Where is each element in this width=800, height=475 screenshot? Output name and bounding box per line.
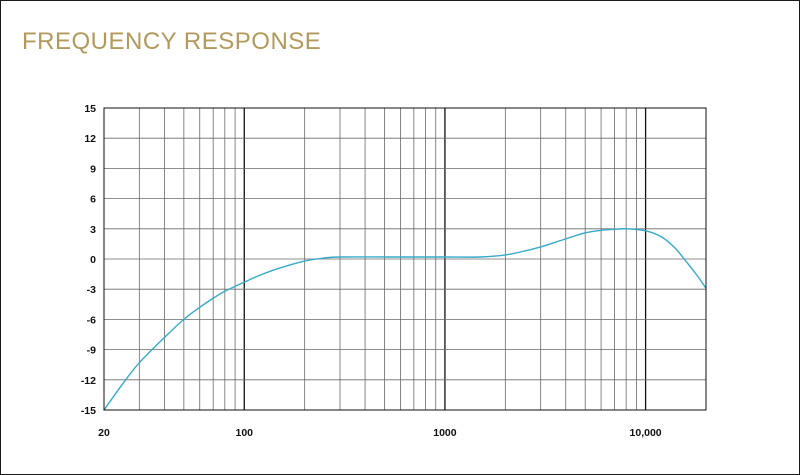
y-axis-ticks: 15 12 9 6 3 0 -3 -6 -9 -12 -15 (81, 103, 96, 417)
y-tick-label: -6 (87, 314, 96, 326)
y-tick-label: -12 (81, 375, 96, 387)
y-tick-label: 6 (90, 194, 96, 206)
plot-border (103, 107, 707, 411)
y-tick-label: -15 (81, 405, 96, 417)
y-tick-label: -9 (87, 345, 96, 357)
y-tick-label: 9 (90, 163, 96, 175)
frequency-response-curve (103, 228, 707, 411)
x-tick-label: 100 (235, 427, 253, 439)
x-tick-label: 1000 (433, 427, 457, 439)
chart-title: FREQUENCY RESPONSE (22, 28, 322, 55)
x-tick-label: 10,000 (630, 427, 662, 439)
series-group (103, 228, 707, 411)
y-tick-label: 0 (90, 254, 96, 266)
y-tick-label: 3 (90, 224, 96, 236)
y-tick-label: 12 (84, 133, 96, 145)
x-axis-ticks: 20 100 1000 10,000 (98, 427, 662, 439)
grid (103, 107, 707, 411)
x-tick-label: 20 (98, 427, 110, 439)
y-tick-label: -3 (87, 284, 96, 296)
y-tick-label: 15 (84, 103, 96, 115)
